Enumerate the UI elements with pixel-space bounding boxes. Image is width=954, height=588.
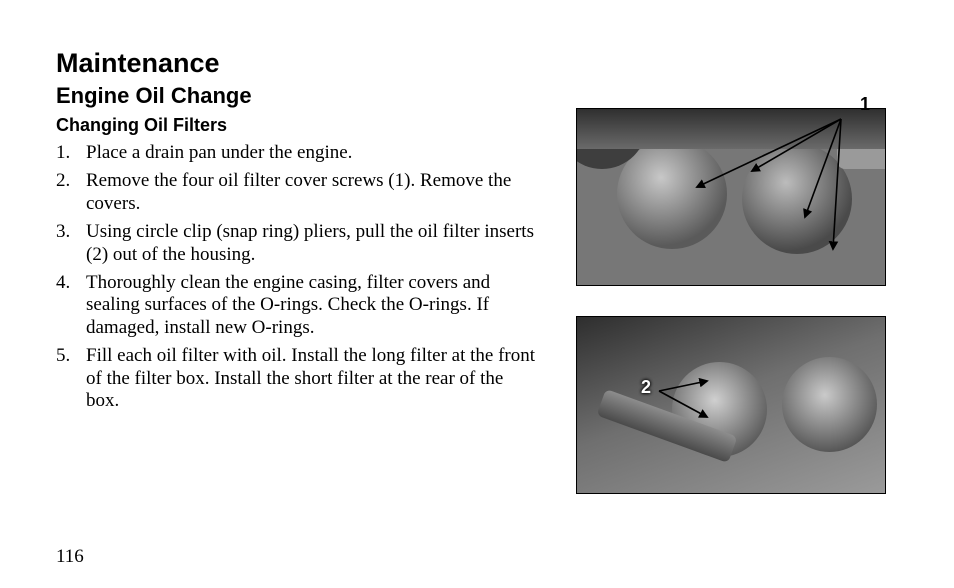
page-number: 116 — [56, 546, 84, 568]
step-item: Fill each oil filter with oil. Install t… — [56, 345, 536, 412]
page-title: Maintenance — [56, 48, 536, 79]
section-subtitle: Engine Oil Change — [56, 83, 536, 109]
step-item: Remove the four oil filter cover screws … — [56, 170, 536, 215]
steps-list: Place a drain pan under the engine. Remo… — [56, 142, 536, 412]
callout-label-1: 1 — [860, 94, 870, 115]
step-item: Thoroughly clean the engine casing, filt… — [56, 272, 536, 339]
text-column: Maintenance Engine Oil Change Changing O… — [56, 48, 536, 494]
step-item: Using circle clip (snap ring) pliers, pu… — [56, 221, 536, 266]
procedure-heading: Changing Oil Filters — [56, 115, 536, 136]
figure-column: 1 2 — [576, 48, 886, 494]
manual-page: Maintenance Engine Oil Change Changing O… — [0, 0, 954, 588]
callout-label-2: 2 — [641, 377, 651, 398]
photo-top — [576, 108, 886, 286]
figure-top: 1 — [576, 108, 886, 286]
step-item: Place a drain pan under the engine. — [56, 142, 536, 164]
figure-bottom: 2 — [576, 316, 886, 494]
photo-bottom: 2 — [576, 316, 886, 494]
content-row: Maintenance Engine Oil Change Changing O… — [56, 48, 898, 494]
